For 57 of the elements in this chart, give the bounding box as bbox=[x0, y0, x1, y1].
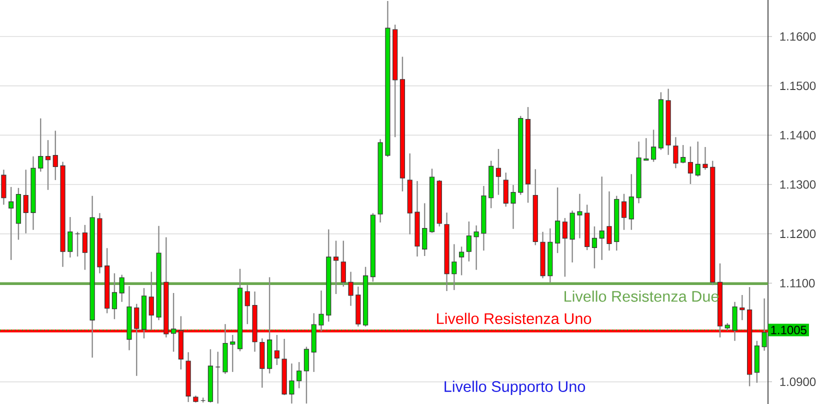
candlestick bbox=[621, 193, 627, 230]
candlestick bbox=[562, 217, 568, 278]
candlestick bbox=[688, 146, 694, 185]
candlestick bbox=[466, 220, 472, 262]
candlestick bbox=[422, 202, 428, 257]
candlestick bbox=[458, 246, 464, 276]
y-tick-label: 1.1500 bbox=[780, 82, 816, 90]
candlestick bbox=[112, 272, 118, 320]
candlestick bbox=[52, 130, 58, 181]
ref-line-label: Livello Resistenza Uno bbox=[437, 312, 592, 324]
candlestick bbox=[318, 290, 324, 332]
y-tick-label: 1.1200 bbox=[780, 230, 816, 238]
candlestick bbox=[474, 224, 479, 270]
y-tick-label: 1.1100 bbox=[780, 278, 815, 288]
candlestick bbox=[230, 334, 236, 373]
candlestick bbox=[592, 226, 598, 269]
candlestick bbox=[695, 140, 700, 178]
candlestick bbox=[651, 129, 656, 162]
candlestick bbox=[452, 244, 457, 291]
candlestick bbox=[628, 174, 634, 230]
candlestick bbox=[296, 361, 302, 389]
candlestick bbox=[496, 148, 502, 196]
candlestick bbox=[23, 169, 28, 234]
candlestick bbox=[119, 274, 124, 302]
candlestick bbox=[304, 346, 310, 404]
y-tick-label: 1.1300 bbox=[780, 180, 816, 189]
candlestick bbox=[673, 136, 678, 169]
candlestick bbox=[38, 118, 44, 172]
candlestick bbox=[340, 240, 346, 288]
candlestick bbox=[503, 172, 508, 208]
candlestick bbox=[577, 193, 582, 239]
candlestick bbox=[82, 224, 88, 270]
candlestick bbox=[510, 184, 516, 230]
candlestick bbox=[554, 186, 560, 254]
candlestick bbox=[8, 186, 14, 261]
annotation: Livello Supporto Uno bbox=[444, 380, 586, 396]
ref-line-label: 1.1005 bbox=[771, 326, 806, 334]
y-tick-label: 1.1600 bbox=[780, 32, 816, 41]
candlestick bbox=[333, 240, 339, 295]
candlestick bbox=[732, 301, 738, 342]
candlestick bbox=[68, 216, 73, 258]
candlestick bbox=[45, 139, 51, 191]
candlestick bbox=[170, 292, 176, 352]
candlestick bbox=[274, 334, 280, 366]
candlestick bbox=[702, 146, 708, 170]
candlestick bbox=[740, 294, 745, 321]
candlestick bbox=[606, 190, 612, 252]
candlestick bbox=[289, 362, 294, 404]
candlestick bbox=[1, 169, 6, 206]
candlestick bbox=[644, 138, 649, 161]
candlestick bbox=[348, 271, 354, 306]
y-tick-label: 1.1400 bbox=[780, 130, 816, 140]
candlestick bbox=[762, 298, 767, 352]
y-tick-label: 1.0900 bbox=[780, 378, 816, 386]
candlestick bbox=[599, 176, 604, 261]
candlestick bbox=[680, 144, 686, 164]
candlestick bbox=[244, 284, 250, 325]
